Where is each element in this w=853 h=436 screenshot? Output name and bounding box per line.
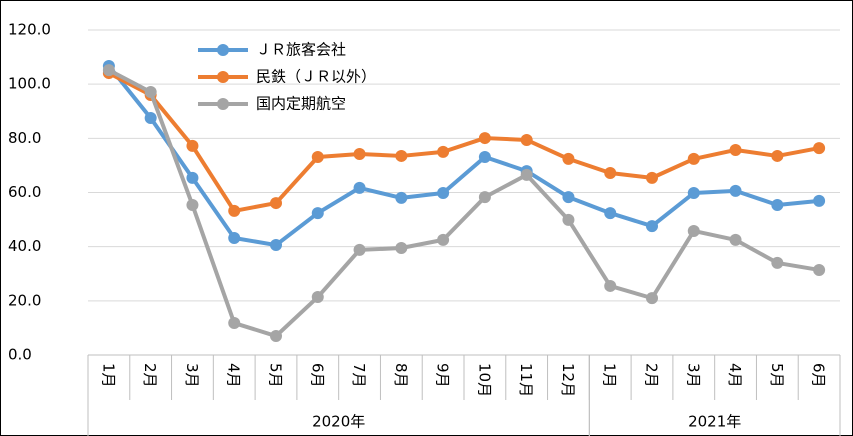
x-tick-label: 7月 [350, 363, 368, 388]
data-point [228, 204, 241, 217]
data-point [437, 187, 450, 200]
x-tick-label: 5月 [768, 363, 786, 388]
data-point [186, 198, 199, 211]
data-point [102, 64, 115, 77]
x-tick-label: 4月 [225, 363, 243, 388]
x-tick-label: 3月 [183, 363, 201, 388]
data-point [270, 239, 282, 252]
data-point [270, 197, 282, 210]
x-tick-label: 11月 [517, 363, 535, 397]
data-point [646, 220, 658, 233]
data-point [228, 317, 241, 330]
x-tick-label: 12月 [559, 363, 577, 397]
data-point [144, 112, 157, 125]
x-tick-label: 1月 [601, 363, 619, 388]
data-point [395, 191, 408, 204]
legend-label: 国内定期航空 [256, 95, 346, 113]
data-point [228, 232, 241, 244]
data-point [144, 86, 157, 99]
data-point [813, 194, 826, 207]
y-tick-label: 60.0 [8, 183, 41, 201]
data-point [520, 133, 533, 146]
data-point [478, 191, 491, 204]
data-point [353, 243, 366, 256]
data-point [687, 187, 700, 200]
legend-label: 民鉄（ＪＲ以外） [256, 68, 376, 86]
data-point [687, 224, 700, 237]
legend-marker [217, 98, 229, 110]
group-label: 2021年 [688, 413, 741, 431]
legend-label: ＪＲ旅客会社 [256, 41, 346, 59]
data-point [771, 149, 784, 162]
data-point [311, 291, 324, 304]
series-line [107, 71, 820, 213]
x-tick-label: 2月 [643, 363, 661, 388]
x-tick-label: 9月 [434, 363, 452, 388]
data-point [729, 143, 742, 156]
data-point [353, 148, 366, 161]
data-point [604, 207, 617, 220]
series-line [107, 68, 820, 339]
data-point [604, 279, 617, 292]
data-point [604, 167, 617, 179]
data-point [646, 171, 658, 184]
data-point [687, 152, 700, 165]
data-point [437, 145, 450, 158]
data-point [437, 233, 450, 246]
x-tick-label: 5月 [267, 363, 285, 388]
y-tick-label: 120.0 [8, 21, 51, 39]
data-point [270, 330, 282, 343]
data-point [562, 213, 575, 226]
data-point [186, 139, 199, 152]
data-point [520, 168, 533, 181]
data-point [186, 171, 199, 184]
x-tick-label: 6月 [308, 363, 326, 388]
data-point [562, 191, 575, 204]
data-point [311, 207, 324, 220]
data-point [478, 151, 491, 164]
y-tick-label: 0.0 [8, 346, 32, 364]
data-point [771, 256, 784, 269]
data-point [395, 242, 408, 255]
series-line [107, 64, 820, 248]
data-point [813, 263, 826, 276]
data-point [395, 149, 408, 162]
x-tick-label: 1月 [99, 363, 117, 388]
x-tick-label: 8月 [392, 363, 410, 388]
data-point [311, 151, 324, 164]
y-tick-label: 40.0 [8, 237, 41, 255]
x-tick-label: 6月 [810, 363, 828, 388]
data-point [562, 152, 575, 165]
y-tick-label: 20.0 [8, 291, 41, 309]
data-point [478, 132, 491, 145]
x-tick-label: 2月 [141, 363, 159, 388]
data-point [353, 181, 366, 194]
group-label: 2020年 [312, 413, 365, 431]
x-tick-label: 10月 [475, 363, 493, 397]
y-tick-label: 100.0 [8, 75, 51, 93]
data-point [813, 142, 826, 155]
data-point [771, 198, 784, 211]
data-point [646, 292, 658, 305]
data-point [729, 184, 742, 197]
legend-marker [217, 44, 229, 56]
y-tick-label: 80.0 [8, 129, 41, 147]
x-tick-label: 3月 [684, 363, 702, 388]
x-tick-label: 4月 [726, 363, 744, 388]
data-point [729, 233, 742, 246]
legend-marker [217, 71, 229, 83]
